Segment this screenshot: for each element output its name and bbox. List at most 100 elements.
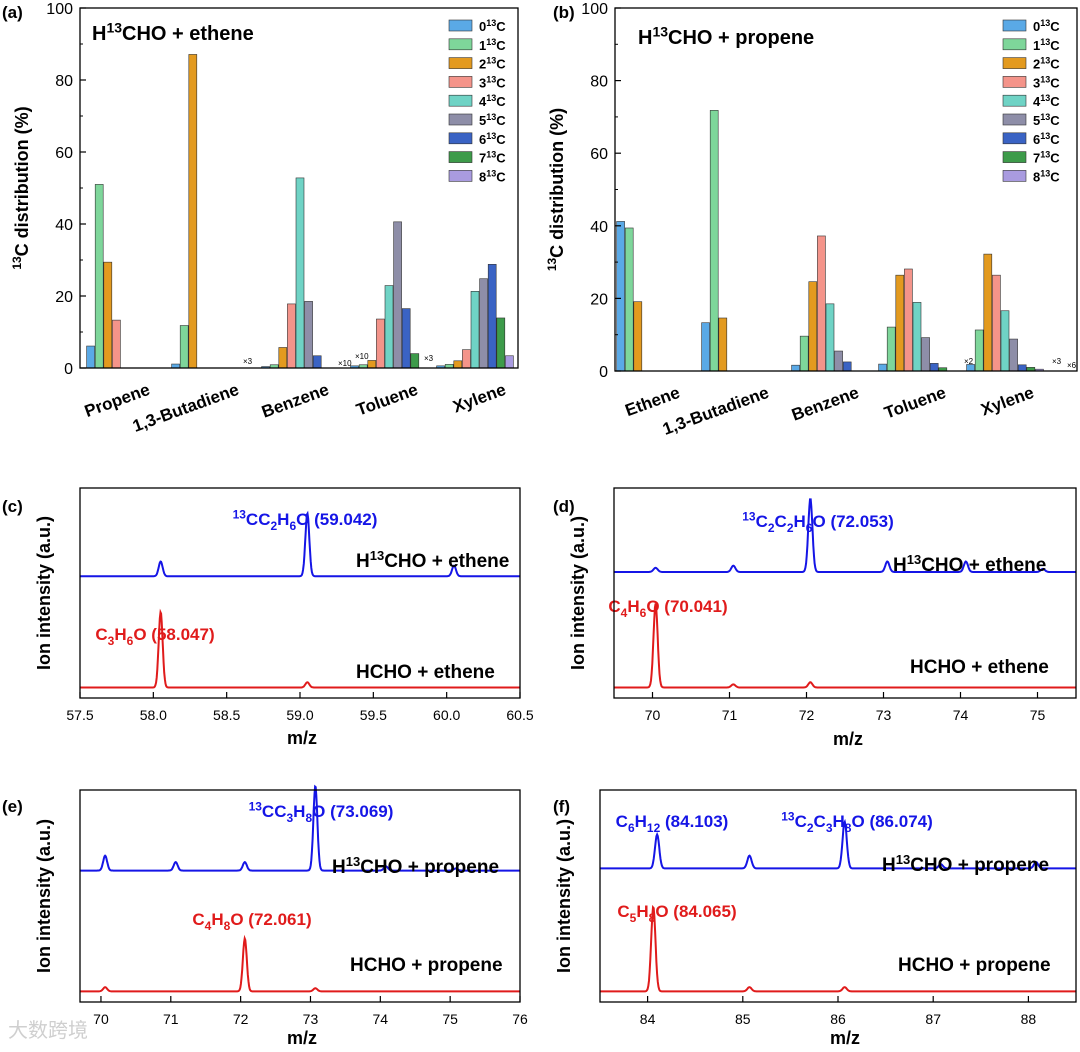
category-label: Xylene <box>978 383 1036 420</box>
legend-label-el: C <box>1050 19 1060 34</box>
peak-annotation-sub: 8 <box>224 919 231 933</box>
peak-annotation-mass: (73.069) <box>325 802 393 821</box>
peak-annotation-sub: 6 <box>640 606 647 620</box>
series-label: H13CHO + ethene <box>356 548 509 572</box>
y-tick-label: 100 <box>46 1 73 18</box>
peak-annotation-sub: 2 <box>807 821 814 835</box>
bar-toluene-6c13 <box>401 308 411 369</box>
legend-label: 413C <box>1033 93 1060 109</box>
peak-annotation-el: H <box>636 902 648 921</box>
x-tick-label: 71 <box>163 1011 179 1027</box>
x-axis-label: m/z <box>833 729 863 749</box>
legend-swatch <box>1002 57 1027 69</box>
y-tick-label: 100 <box>581 1 608 18</box>
y-tick-label: 80 <box>590 74 608 91</box>
peak-annotation-sub: 5 <box>630 911 637 925</box>
bar-xylene-2c13 <box>983 253 993 372</box>
y-tick-label: 40 <box>590 219 608 236</box>
category-label: Toluene <box>882 383 949 423</box>
peak-annotation-mass: (70.041) <box>660 597 728 616</box>
peak-annotation-sub: 4 <box>205 919 212 933</box>
x-axis-label: m/z <box>830 1028 860 1048</box>
bar-toluene-6c13 <box>929 363 939 372</box>
series-label-sup: 13 <box>370 548 384 563</box>
panel-label: (b) <box>553 3 575 22</box>
legend-swatch <box>448 19 473 32</box>
y-tick-label: 20 <box>590 291 608 308</box>
legend-label-sup: 13 <box>486 74 496 84</box>
bar-xylene-1c13 <box>974 329 984 372</box>
y-axis-label: Ion intensity (a.u.) <box>554 819 574 973</box>
legend-label: 113C <box>1033 37 1060 53</box>
legend-swatch <box>448 76 473 88</box>
bar-xylene-3c13 <box>992 274 1001 372</box>
peak-annotation-el: CC <box>246 510 271 529</box>
trace-unlabeled <box>614 603 1076 689</box>
series-label: HCHO + propene <box>898 955 1051 976</box>
peak-annotation-el: O <box>655 902 668 921</box>
legend-swatch <box>448 151 473 163</box>
x-tick-label: 70 <box>645 707 661 723</box>
legend-label: 313C <box>479 74 506 90</box>
trace-labeled <box>80 784 520 872</box>
bar-xylene-8c13 <box>505 355 514 369</box>
peak-annotation-el: O <box>133 625 146 644</box>
series-label-post: CHO + propene <box>910 855 1049 876</box>
x-tick-label: 73 <box>303 1011 319 1027</box>
peak-annotation-el: C <box>617 902 629 921</box>
scale-annotation: ×6 <box>1067 361 1077 370</box>
category-label: Benzene <box>259 380 331 422</box>
legend-swatch <box>1002 19 1027 32</box>
legend-swatch <box>1002 113 1027 126</box>
category-label: Ethene <box>623 383 683 420</box>
legend-label: 513C <box>1033 112 1060 128</box>
legend-swatch <box>1002 38 1027 51</box>
peak-annotation: 13C2C3H8O (86.074) <box>781 810 933 836</box>
legend-label-sup: 13 <box>486 112 496 122</box>
peak-annotation-sub: 6 <box>806 521 813 535</box>
panel-title-sup: 13 <box>106 19 122 35</box>
legend-label-sup: 13 <box>1040 150 1050 160</box>
legend-label: 213C <box>1033 56 1060 72</box>
trace-unlabeled <box>80 934 520 993</box>
panel-label: (d) <box>553 497 575 516</box>
peak-annotation-mass: (86.074) <box>865 812 933 831</box>
series-label: HCHO + propene <box>350 955 503 976</box>
peak-annotation-iso: 13 <box>781 810 795 824</box>
bar-toluene-3c13 <box>376 318 385 369</box>
x-tick-label: 73 <box>876 707 892 723</box>
peak-annotation-iso: 13 <box>233 508 247 522</box>
bar-benzene-6c13 <box>842 361 852 372</box>
panel-label: (f) <box>553 797 570 816</box>
peak-annotation-sub: 2 <box>787 521 794 535</box>
series-label-post: CHO + ethene <box>921 555 1046 576</box>
legend-swatch <box>448 38 473 51</box>
x-tick-label: 57.5 <box>66 707 93 723</box>
panel-label: (a) <box>2 3 23 22</box>
watermark: 大数跨境 <box>8 1014 88 1043</box>
y-tick-label: 0 <box>599 364 608 381</box>
peak-annotation-el: C <box>756 512 768 531</box>
legend-label-sup: 13 <box>1040 131 1050 141</box>
peak-annotation-el: H <box>293 802 305 821</box>
y-axis-label-text: C distribution (%) <box>547 108 567 258</box>
series-label: HCHO + ethene <box>910 657 1049 678</box>
peak-annotation-el: H <box>627 597 639 616</box>
panel-title: H13CHO + ethene <box>92 19 254 45</box>
peak-annotation-el: H <box>794 512 806 531</box>
legend-label-sup: 13 <box>486 131 496 141</box>
bar-xylene-6c13 <box>1017 364 1027 372</box>
bar-ethene-0c13 <box>616 221 625 372</box>
peak-annotation-sub: 8 <box>305 811 312 825</box>
series-label-pre: HCHO + ethene <box>356 662 495 683</box>
bar-toluene-2c13 <box>895 274 905 372</box>
x-tick-label: 86 <box>830 1011 846 1027</box>
legend-label: 713C <box>1033 150 1060 166</box>
x-tick-label: 75 <box>442 1011 458 1027</box>
peak-annotation-el: C <box>814 812 826 831</box>
series-label-pre: HCHO + propene <box>350 955 503 976</box>
peak-annotation-el: H <box>114 625 126 644</box>
peak-annotation-el: C <box>795 812 807 831</box>
